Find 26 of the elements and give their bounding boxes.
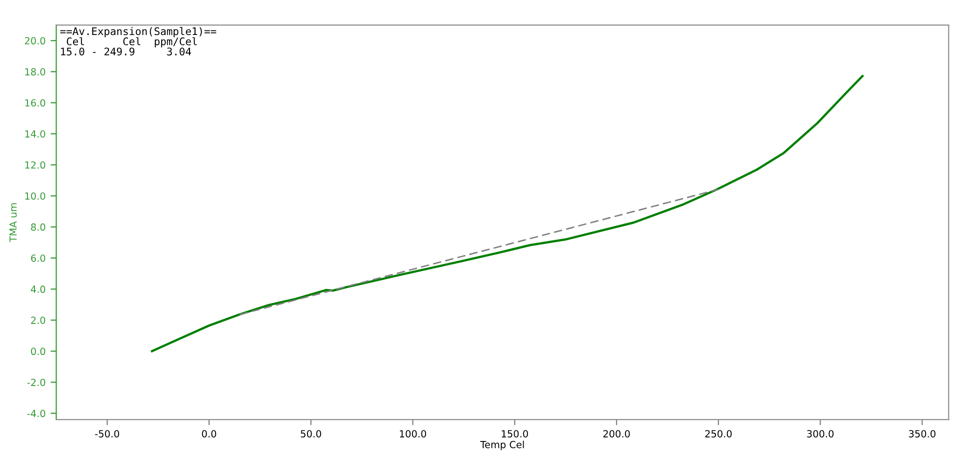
x-tick-label: 150.0 — [502, 430, 528, 438]
x-tick-label: 250.0 — [705, 430, 732, 438]
annotation: ==Av.Expansion(Sample1)== Cel Cel ppm/Cel 15.0 - 249.9 3.04 — [60, 27, 216, 56]
y-tick-label: 20.0 — [24, 37, 46, 44]
line-series — [150, 74, 864, 352]
y-axis-title: TMA um — [10, 203, 17, 242]
y-tick-label: 4.0 — [30, 286, 46, 293]
x-tick-label: 50.0 — [300, 430, 322, 438]
y-tick-label: 6.0 — [31, 254, 46, 262]
y-tick-label: -2.0 — [27, 378, 46, 386]
x-tick-label: -50.0 — [95, 430, 120, 438]
y-tick-label: 2.0 — [31, 316, 46, 324]
y-tick-label: 10.0 — [25, 192, 46, 200]
y-tick-label: 0.0 — [31, 348, 46, 356]
y-tick-label: 14.0 — [25, 130, 46, 138]
x-tick-label: 200.0 — [603, 430, 630, 438]
y-tick-label: 12.0 — [25, 161, 46, 169]
x-tick-label: 0.0 — [202, 430, 216, 438]
y-tick-label: 18.0 — [25, 68, 46, 76]
y-tick-label: 16.0 — [25, 99, 46, 107]
x-tick-label: 100.0 — [400, 430, 426, 438]
y-tick-label: -4.0 — [27, 410, 46, 418]
x-tick-label: 350.0 — [909, 430, 936, 438]
x-axis-title: Temp Cel — [480, 440, 524, 450]
y-tick-label: 8.0 — [31, 223, 46, 231]
x-tick-label: 300.0 — [807, 430, 834, 438]
